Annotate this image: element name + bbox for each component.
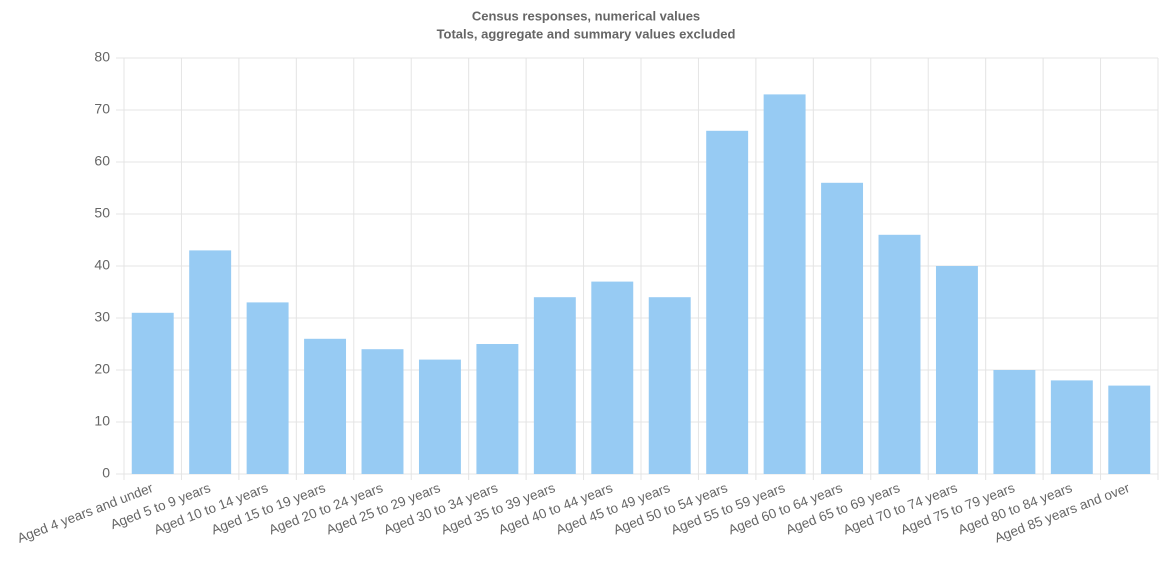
bar [246, 302, 289, 474]
y-tick-label: 70 [94, 101, 110, 117]
bar [591, 281, 634, 474]
bar [763, 94, 806, 475]
chart-subtitle: Totals, aggregate and summary values exc… [437, 26, 736, 41]
y-tick-label: 20 [94, 361, 110, 377]
y-tick-label: 50 [94, 205, 110, 221]
chart-title: Census responses, numerical values [472, 8, 700, 23]
bar [935, 266, 978, 474]
bar [533, 297, 576, 474]
bar [1050, 380, 1093, 474]
bar [361, 349, 404, 474]
bar [189, 250, 232, 474]
y-tick-label: 40 [94, 257, 110, 273]
y-tick-label: 0 [102, 465, 110, 481]
y-tick-label: 10 [94, 413, 110, 429]
bar [821, 182, 864, 475]
bar [706, 130, 749, 475]
bar [476, 344, 519, 474]
bar [418, 359, 461, 474]
y-tick-label: 80 [94, 49, 110, 65]
bar [304, 338, 347, 474]
bar [648, 297, 691, 474]
bar [878, 234, 921, 474]
bar [131, 312, 174, 474]
bar [993, 370, 1036, 474]
y-tick-label: 60 [94, 153, 110, 169]
bar [1108, 385, 1151, 474]
y-tick-label: 30 [94, 309, 110, 325]
